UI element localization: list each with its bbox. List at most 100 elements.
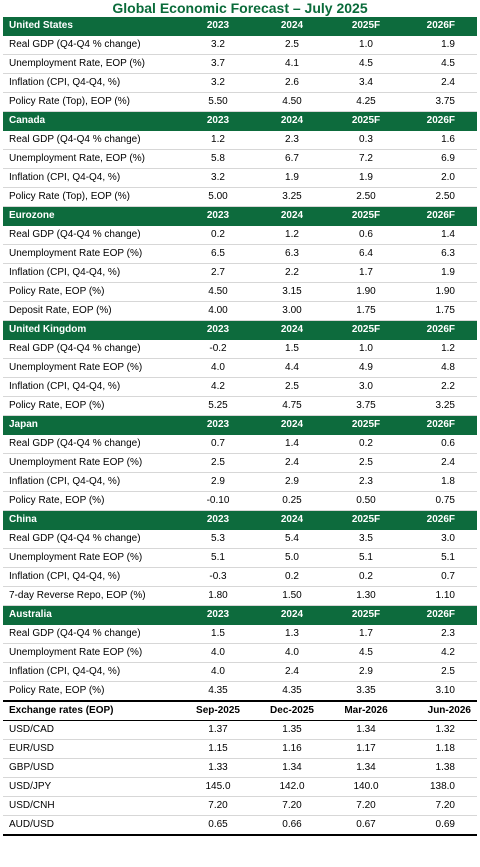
table-row-value: 0.7 — [181, 434, 255, 454]
table-row-value: 3.0 — [329, 377, 403, 397]
section-header-united-kingdom-value: 2025F — [329, 320, 403, 340]
table-row-label: USD/CAD — [3, 720, 181, 740]
table-row: Policy Rate, EOP (%) 4.35 4.35 3.35 3.10 — [3, 681, 477, 702]
section-header-canada-value: 2024 — [255, 111, 329, 131]
table-row-value: 1.80 — [181, 586, 255, 606]
table-row-value: 1.50 — [255, 586, 329, 606]
table-row-value: 0.50 — [329, 491, 403, 511]
table-row-label: Policy Rate, EOP (%) — [3, 282, 181, 302]
section-header-china-label: China — [3, 510, 181, 530]
section-header-canada-value: 2023 — [181, 111, 255, 131]
section-header-united-kingdom: United Kingdom 2023 2024 2025F 2026F — [3, 320, 477, 340]
table-row: EUR/USD 1.15 1.16 1.17 1.18 — [3, 739, 477, 759]
table-row-value: 6.9 — [403, 149, 477, 169]
table-row-value: 2.5 — [403, 662, 477, 682]
table-row-value: 1.30 — [329, 586, 403, 606]
section-header-eurozone-value: 2026F — [403, 206, 477, 226]
table-row-value: 3.25 — [403, 396, 477, 416]
table-row-label: Unemployment Rate EOP (%) — [3, 548, 181, 568]
section-header-united-kingdom-value: 2024 — [255, 320, 329, 340]
section-header-australia: Australia 2023 2024 2025F 2026F — [3, 605, 477, 625]
table-row-value: 1.7 — [329, 263, 403, 283]
table-row: 7-day Reverse Repo, EOP (%) 1.80 1.50 1.30 1… — [3, 586, 477, 606]
table-row-value: 7.20 — [181, 796, 255, 816]
table-row-label: Real GDP (Q4-Q4 % change) — [3, 35, 181, 55]
table-row-value: 1.75 — [329, 301, 403, 321]
table-row-value: 6.7 — [255, 149, 329, 169]
table-row-label: Inflation (CPI, Q4-Q4, %) — [3, 377, 181, 397]
table-row-value: 2.50 — [329, 187, 403, 207]
section-header-eurozone: Eurozone 2023 2024 2025F 2026F — [3, 206, 477, 226]
table-row-value: 1.2 — [181, 130, 255, 150]
table-row: Real GDP (Q4-Q4 % change) 3.2 2.5 1.0 1.9 — [3, 35, 477, 55]
table-row-value: 7.20 — [329, 796, 403, 816]
table-row-value: 5.4 — [255, 529, 329, 549]
table-row-value: 1.8 — [403, 472, 477, 492]
table-row: Unemployment Rate EOP (%) 5.1 5.0 5.1 5.1 — [3, 548, 477, 568]
table-row-label: AUD/USD — [3, 815, 181, 836]
section-header-united-states: United States 2023 2024 2025F 2026F — [3, 17, 477, 36]
table-row: Inflation (CPI, Q4-Q4, %) 3.2 1.9 1.9 2.0 — [3, 168, 477, 188]
table-row: Unemployment Rate, EOP (%) 3.7 4.1 4.5 4.5 — [3, 54, 477, 74]
section-header-japan-value: 2024 — [255, 415, 329, 435]
table-row-value: 142.0 — [255, 777, 329, 797]
table-row-value: 2.0 — [403, 168, 477, 188]
table-row: Deposit Rate, EOP (%) 4.00 3.00 1.75 1.75 — [3, 301, 477, 321]
table-row-value: 0.2 — [181, 225, 255, 245]
table-row-value: 6.3 — [403, 244, 477, 264]
table-row-value: 1.7 — [329, 624, 403, 644]
section-header-united-kingdom-value: 2023 — [181, 320, 255, 340]
table-row-value: 1.0 — [329, 339, 403, 359]
section-header-canada-value: 2025F — [329, 111, 403, 131]
table-row: Unemployment Rate, EOP (%) 5.8 6.7 7.2 6.9 — [3, 149, 477, 169]
table-row-value: 4.0 — [181, 358, 255, 378]
section-header-united-states-label: United States — [3, 17, 181, 36]
table-row-label: Real GDP (Q4-Q4 % change) — [3, 624, 181, 644]
table-row-value: 1.34 — [329, 758, 403, 778]
table-row-value: 0.75 — [403, 491, 477, 511]
table-row-value: 1.38 — [403, 758, 477, 778]
table-row-label: Unemployment Rate EOP (%) — [3, 453, 181, 473]
section-header-japan-value: 2026F — [403, 415, 477, 435]
table-row: Unemployment Rate EOP (%) 6.5 6.3 6.4 6.3 — [3, 244, 477, 264]
section-header-china-value: 2024 — [255, 510, 329, 530]
table-row-value: 2.5 — [329, 453, 403, 473]
forecast-table-body: United States 2023 2024 2025F 2026F Real GDP … — [3, 17, 477, 836]
section-header-united-states-value: 2025F — [329, 17, 403, 36]
table-row-label: Real GDP (Q4-Q4 % change) — [3, 434, 181, 454]
table-row-value: 0.2 — [329, 567, 403, 587]
table-row-label: Policy Rate, EOP (%) — [3, 396, 181, 416]
table-row-value: 5.8 — [181, 149, 255, 169]
table-row-label: Inflation (CPI, Q4-Q4, %) — [3, 567, 181, 587]
table-row-value: 2.4 — [403, 453, 477, 473]
section-header-united-kingdom-value: 2026F — [403, 320, 477, 340]
table-row-label: GBP/USD — [3, 758, 181, 778]
table-row-value: -0.3 — [181, 567, 255, 587]
table-row: Real GDP (Q4-Q4 % change) 1.5 1.3 1.7 2.3 — [3, 624, 477, 644]
table-row-value: 1.0 — [329, 35, 403, 55]
table-row-value: 4.2 — [181, 377, 255, 397]
table-row-value: 1.6 — [403, 130, 477, 150]
table-row-value: 1.9 — [329, 168, 403, 188]
table-row-value: 2.5 — [255, 377, 329, 397]
table-row-value: 5.25 — [181, 396, 255, 416]
section-header-china-value: 2025F — [329, 510, 403, 530]
table-row: USD/JPY 145.0 142.0 140.0 138.0 — [3, 777, 477, 797]
table-row-value: 4.25 — [329, 92, 403, 112]
table-row: USD/CNH 7.20 7.20 7.20 7.20 — [3, 796, 477, 816]
table-row-value: 6.5 — [181, 244, 255, 264]
table-row: Inflation (CPI, Q4-Q4, %) -0.3 0.2 0.2 0.7 — [3, 567, 477, 587]
section-header-china-value: 2026F — [403, 510, 477, 530]
section-header-eurozone-value: 2023 — [181, 206, 255, 226]
table-row-value: 1.18 — [403, 739, 477, 759]
table-row-value: 2.2 — [403, 377, 477, 397]
table-row: Policy Rate (Top), EOP (%) 5.00 3.25 2.50 2.… — [3, 187, 477, 207]
table-row-value: 4.1 — [255, 54, 329, 74]
table-row-value: 4.2 — [403, 643, 477, 663]
table-row-value: 1.16 — [255, 739, 329, 759]
table-row-label: 7-day Reverse Repo, EOP (%) — [3, 586, 181, 606]
table-row: Real GDP (Q4-Q4 % change) 0.2 1.2 0.6 1.4 — [3, 225, 477, 245]
table-row-value: 3.35 — [329, 681, 403, 702]
table-row-value: 4.5 — [403, 54, 477, 74]
table-row-value: 3.00 — [255, 301, 329, 321]
